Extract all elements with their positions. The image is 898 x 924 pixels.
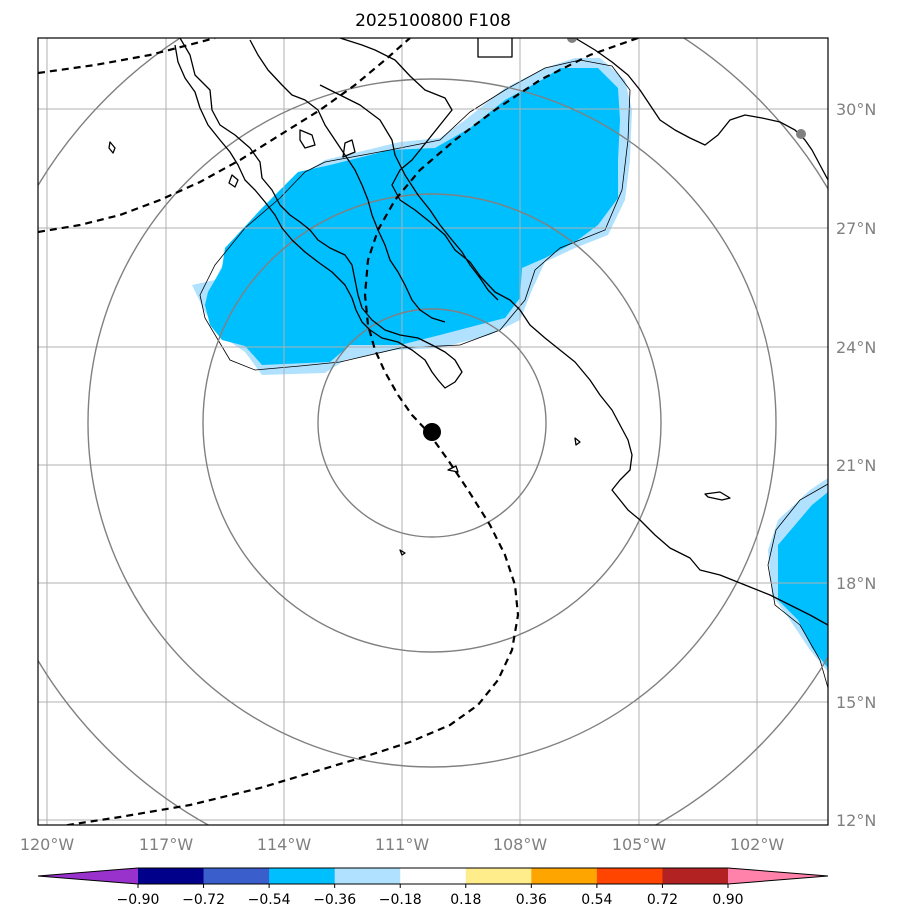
colorbar-bin: [334, 868, 401, 884]
colorbar-extend-high: [728, 868, 828, 884]
colorbar-bin: [400, 868, 467, 884]
shading-strong-region-east: [778, 492, 828, 668]
lat-tick: 21°N: [836, 456, 876, 475]
track-lines: [38, 38, 639, 825]
border-line: [477, 38, 513, 58]
island-6: [704, 491, 731, 501]
lat-tick: 27°N: [836, 219, 876, 238]
lat-tick: 24°N: [836, 338, 876, 357]
colorbar-bin: [596, 868, 663, 884]
lat-tick: 15°N: [836, 693, 876, 712]
colorbar-extend-low: [38, 868, 138, 884]
map-area: [38, 38, 828, 825]
colorbar-tick-label: −0.18: [379, 892, 422, 908]
island-1: [108, 141, 116, 154]
lon-tick: 117°W: [139, 835, 194, 854]
island-2: [228, 174, 239, 188]
lon-tick: 120°W: [20, 835, 75, 854]
lon-tick: 102°W: [730, 835, 785, 854]
colorbar: [37, 867, 829, 885]
figure-title: 2025100800 F108: [355, 11, 511, 31]
colorbar-bin: [269, 868, 336, 884]
lon-tick: 111°W: [375, 835, 430, 854]
colorbar-bin: [203, 868, 270, 884]
map-frame: [37, 37, 829, 826]
range-rings: [38, 38, 828, 825]
lon-tick: 105°W: [612, 835, 667, 854]
island-7: [447, 465, 459, 473]
island-4: [342, 139, 356, 158]
latitude-axis: 30°N 27°N 24°N 21°N 18°N 15°N 12°N: [836, 100, 876, 830]
contour-line-east: [767, 483, 828, 689]
colorbar-tick-label: −0.72: [182, 892, 225, 908]
colorbar-tick-label: −0.90: [117, 892, 160, 908]
colorbar-bin: [662, 868, 729, 884]
track-main: [60, 38, 639, 825]
city-marker: [796, 129, 806, 139]
shading-strong-region-north: [205, 68, 620, 365]
island-8: [399, 549, 406, 556]
lon-tick: 108°W: [493, 835, 548, 854]
lon-tick: 114°W: [257, 835, 312, 854]
colorbar-ticks: −0.90 −0.72 −0.54 −0.36 −0.18 0.18 0.36 0.54 0.7…: [117, 884, 744, 908]
lat-tick: 18°N: [836, 574, 876, 593]
grid-lines: [38, 38, 828, 825]
colorbar-tick-label: 0.90: [712, 892, 743, 908]
lat-tick: 30°N: [836, 100, 876, 119]
colorbar-bin: [138, 868, 205, 884]
colorbar-bin: [531, 868, 598, 884]
track-upper-1: [38, 38, 216, 75]
colorbar-tick-label: 0.18: [450, 892, 481, 908]
colorbar-tick-label: −0.36: [313, 892, 356, 908]
colorbar-tick-label: 0.36: [516, 892, 547, 908]
coastline-mainland: [339, 38, 828, 626]
contour-line-north: [199, 59, 631, 371]
city-marker-top: [567, 38, 577, 43]
longitude-axis: 120°W 117°W 114°W 111°W 108°W 105°W 102°…: [20, 835, 785, 854]
colorbar-tick-label: 0.54: [581, 892, 612, 908]
colorbar-tick-label: −0.54: [248, 892, 291, 908]
coastline-gulf-east: [319, 84, 499, 301]
island-3: [299, 129, 316, 149]
colorbar-tick-label: 0.72: [647, 892, 678, 908]
coastline-gulf-west: [249, 39, 446, 323]
track-upper-2: [38, 38, 411, 234]
storm-center-marker: [423, 423, 441, 441]
lat-tick: 12°N: [836, 811, 876, 830]
coastline-baja: [174, 38, 463, 389]
island-5: [574, 437, 581, 446]
colorbar-bin: [465, 868, 532, 884]
